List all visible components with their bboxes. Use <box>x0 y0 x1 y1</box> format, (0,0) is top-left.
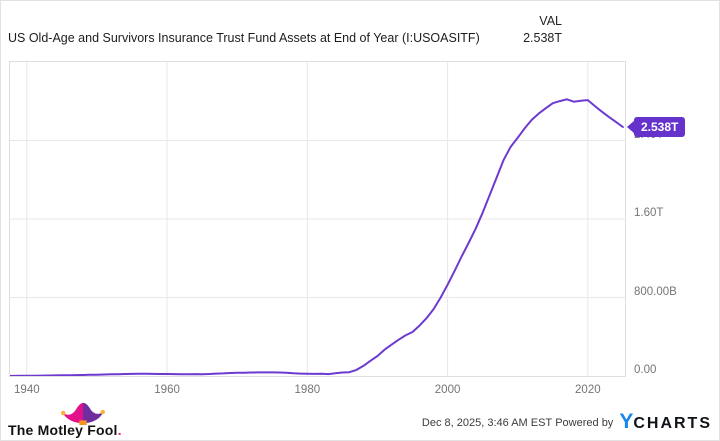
motley-fool-wordmark: The Motley Fool. <box>8 422 122 438</box>
y-tick-label: 0.00 <box>634 364 657 376</box>
latest-value: 2.538T <box>523 31 562 45</box>
last-value-tag: 2.538T <box>634 116 686 137</box>
timestamp: Dec 8, 2025, 3:46 AM EST Powered by <box>422 417 613 429</box>
y-tick-label: 1.60T <box>634 207 664 219</box>
value-column-header: VAL <box>539 14 562 28</box>
ycharts-logo: Y CHARTS <box>619 410 712 433</box>
brand-period: . <box>117 422 122 438</box>
plot-svg <box>10 62 625 376</box>
x-tick-label: 2020 <box>575 384 601 396</box>
attribution: Dec 8, 2025, 3:46 AM EST Powered by Y CH… <box>422 410 712 433</box>
jester-hat-icon <box>61 402 105 425</box>
value-column: VAL 2.538T <box>523 14 562 45</box>
ycharts-y-icon: Y <box>619 410 634 433</box>
x-tick-label: 1980 <box>294 384 321 396</box>
x-tick-label: 1940 <box>14 384 40 396</box>
brand-text: The Motley Fool <box>8 422 118 438</box>
ycharts-wordmark: CHARTS <box>633 415 712 432</box>
powered-by-text: Powered by <box>555 416 614 429</box>
timestamp-text: Dec 8, 2025, 3:46 AM EST <box>421 416 553 429</box>
x-tick-label: 1960 <box>154 384 180 396</box>
plot-area <box>9 61 626 377</box>
chart-title: US Old-Age and Survivors Insurance Trust… <box>8 31 480 45</box>
y-tick-label: 800.00B <box>634 285 677 298</box>
x-tick-label: 2000 <box>434 384 461 396</box>
